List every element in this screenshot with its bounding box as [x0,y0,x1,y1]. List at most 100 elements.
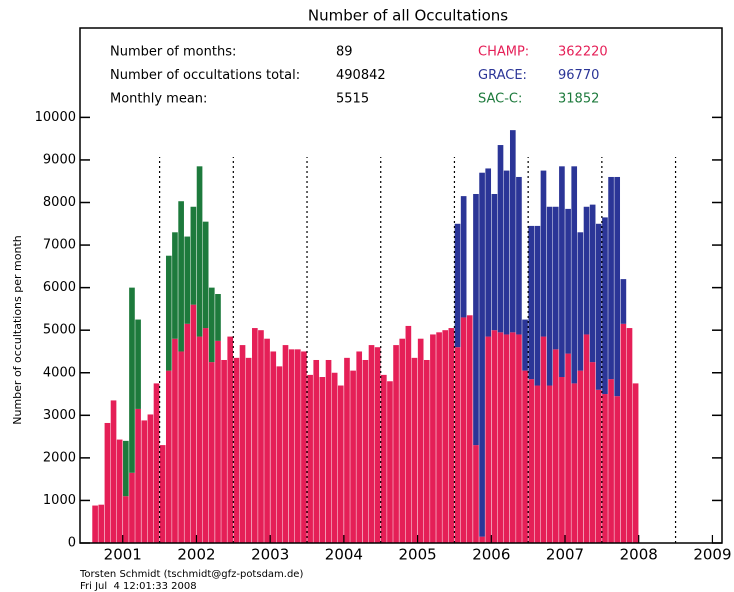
bar-segment [442,330,449,543]
legend-name: CHAMP: [478,45,529,60]
y-tick-label: 4000 [43,365,76,380]
bar-segment [509,130,516,333]
bar-segment [301,351,307,543]
bar-segment [202,328,209,543]
bar-segment [497,332,504,543]
bar-segment [282,345,289,543]
bar-segment [614,396,621,543]
bar-segment [202,221,209,329]
x-tick-label: 2002 [177,546,215,564]
bar-segment [362,359,369,543]
stat-label: Number of months: [110,45,236,60]
bar-segment [479,536,485,543]
bar-segment [577,232,584,371]
bar-segment [546,385,553,543]
bar-segment [190,206,197,305]
bar-segment [417,338,424,543]
bar-segment [221,359,227,543]
bar-segment [215,340,221,543]
bar-segment [522,370,528,543]
bar-segment [276,366,283,543]
bar-segment [319,377,326,543]
bar-segment [141,420,148,543]
bar-segment [534,225,541,386]
bar-segment [196,336,203,543]
bar-segment [129,472,135,543]
bar-segment [479,172,485,537]
bar-segment [626,328,633,543]
bar-segment [368,345,375,543]
bar-segment [602,394,608,543]
bar-segment [491,193,498,331]
bar-segment [184,323,191,543]
bar-segment [559,377,565,543]
legend-name: GRACE: [478,68,527,83]
y-tick-label: 2000 [43,450,76,465]
bar-segment [516,334,522,543]
bar-segment [331,372,338,543]
bar-segment [288,349,295,543]
y-tick-label: 5000 [43,323,76,338]
bar-segment [337,385,344,543]
bar-segment [129,287,135,473]
bar-segment [522,319,528,371]
bar-segment [460,317,467,543]
bar-segment [565,208,571,354]
bar-segment [577,370,584,543]
bar-segment [344,357,350,543]
x-tick-label: 2006 [472,546,510,564]
bar-segment [178,351,184,543]
x-tick-label: 2001 [104,546,142,564]
bar-segment [356,351,363,543]
x-tick-label: 2009 [693,546,731,564]
bar-segment [620,323,627,543]
bar-segment [239,345,246,543]
stat-value: 490842 [336,68,386,83]
bar-segment [608,379,614,543]
bar-segment [509,332,516,543]
bar-segment [540,336,547,543]
bar-segment [595,223,602,390]
bar-segment [589,362,596,543]
bar-segment [313,359,320,543]
bar-segment [528,379,535,543]
bar-segment [546,206,553,386]
bar-segment [540,170,547,337]
bar-segment [454,347,461,543]
bar-segment [325,359,332,543]
bar-segment [460,196,467,318]
bar-segment [565,353,571,543]
bar-segment [571,383,578,543]
x-tick-label: 2005 [398,546,436,564]
bar-segment [473,445,479,543]
bar-segment [172,338,178,543]
y-tick-label: 10000 [35,110,76,125]
bar-segment [252,328,258,543]
bar-segment [571,166,578,384]
bar-segment [98,504,105,543]
bar-segment [497,145,504,333]
bar-segment [552,349,559,543]
x-tick-label: 2003 [251,546,289,564]
y-tick-label: 3000 [43,408,76,423]
bar-segment [620,279,627,324]
bar-segment [215,294,221,341]
legend-name: SAC-C: [478,92,522,107]
bar-segment [528,225,535,380]
bar-segment [135,408,141,543]
bar-segment [159,445,166,543]
bar-segment [583,334,590,543]
bar-segment [516,176,522,335]
bar-segment [485,336,492,543]
y-tick-label: 6000 [43,280,76,295]
bar-segment [485,168,492,337]
bar-segment [350,370,356,543]
stat-value: 5515 [336,92,369,107]
bar-segment [430,334,436,543]
bar-segment [245,357,252,543]
bar-segment [552,206,559,350]
bar-segment [614,176,621,397]
bar-segment [165,370,172,543]
stat-label: Number of occultations total: [110,68,300,83]
